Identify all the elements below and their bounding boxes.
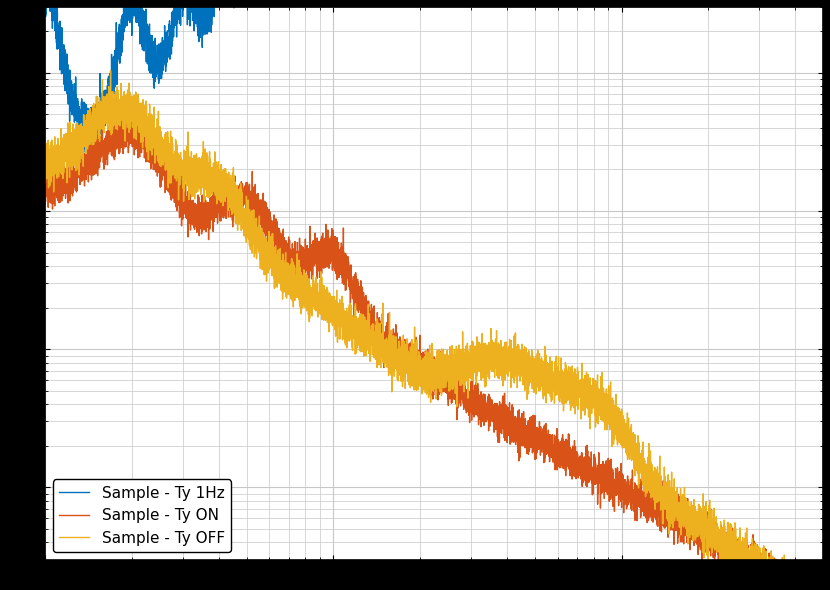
Sample - Ty ON — [658, 507, 668, 514]
Line: Sample - Ty ON: Sample - Ty ON — [45, 107, 823, 590]
Sample - Ty OFF — [79, 119, 89, 126]
Sample - Ty ON — [617, 489, 627, 496]
Sample - Ty ON — [500, 427, 510, 434]
Legend: Sample - Ty 1Hz, Sample - Ty ON, Sample - Ty OFF: Sample - Ty 1Hz, Sample - Ty ON, Sample … — [53, 480, 231, 552]
Sample - Ty ON — [322, 248, 332, 255]
Line: Sample - Ty 1Hz: Sample - Ty 1Hz — [45, 0, 823, 152]
Sample - Ty 1Hz — [79, 117, 89, 124]
Sample - Ty ON — [535, 418, 544, 425]
Line: Sample - Ty OFF: Sample - Ty OFF — [45, 71, 823, 590]
Sample - Ty ON — [79, 163, 89, 170]
Sample - Ty ON — [132, 104, 142, 111]
Sample - Ty OFF — [500, 358, 510, 365]
Sample - Ty OFF — [617, 437, 627, 444]
Sample - Ty OFF — [658, 494, 668, 501]
Sample - Ty 1Hz — [81, 149, 90, 156]
Sample - Ty OFF — [105, 67, 115, 74]
Sample - Ty OFF — [322, 299, 332, 306]
Sample - Ty OFF — [40, 139, 50, 146]
Sample - Ty ON — [40, 186, 50, 193]
Sample - Ty OFF — [535, 350, 544, 357]
